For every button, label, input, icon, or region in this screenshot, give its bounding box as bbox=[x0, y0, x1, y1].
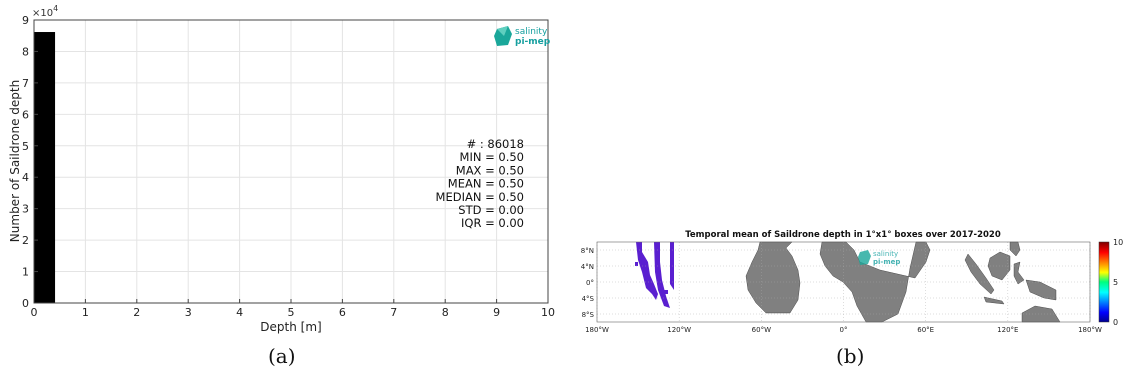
y-tick-label: 2 bbox=[22, 234, 29, 247]
y-tick-label: 4 bbox=[22, 171, 29, 184]
x-tick-label: 1 bbox=[82, 306, 89, 319]
coverage-block bbox=[636, 242, 658, 300]
map-y-tick-label: 0° bbox=[586, 279, 594, 287]
stat-line: MEAN = 0.50 bbox=[448, 177, 524, 191]
salinity-pimep-logo: salinity pi-mep bbox=[494, 26, 551, 47]
map-x-tick-label: 60°W bbox=[752, 326, 771, 334]
histogram-bars bbox=[33, 32, 56, 304]
y-tick-label: 7 bbox=[22, 77, 29, 90]
logo-text-salinity: salinity bbox=[515, 27, 548, 37]
map-y-tick-label: 8°S bbox=[582, 311, 595, 319]
histogram-y-ticks: 0 1 2 3 4 5 6 7 8 9 bbox=[22, 14, 38, 310]
histogram-bar bbox=[33, 32, 56, 304]
stat-line: MEDIAN = 0.50 bbox=[436, 190, 524, 204]
coverage-block bbox=[635, 262, 638, 266]
logo-text-pimep: pi-mep bbox=[515, 37, 551, 47]
stat-line: # : 86018 bbox=[467, 137, 524, 151]
land-java bbox=[983, 296, 1005, 305]
x-tick-label: 6 bbox=[339, 306, 346, 319]
stat-line: MAX = 0.50 bbox=[456, 163, 524, 177]
y-tick-label: 1 bbox=[22, 266, 29, 279]
map-panel: Temporal mean of Saildrone depth in 1°x1… bbox=[560, 0, 1128, 378]
land-sulawesi bbox=[1013, 261, 1025, 285]
map-y-tick-label: 4°N bbox=[581, 263, 594, 271]
x-tick-label: 9 bbox=[493, 306, 500, 319]
land-new-guinea bbox=[1025, 279, 1057, 301]
x-tick-label: 3 bbox=[185, 306, 192, 319]
x-tick-label: 7 bbox=[390, 306, 397, 319]
colorbar-tick-label: 10 bbox=[1113, 238, 1123, 247]
y-tick-label: 0 bbox=[22, 297, 29, 310]
map-logo: salinity pi-mep bbox=[858, 250, 900, 266]
x-tick-label: 2 bbox=[133, 306, 140, 319]
map-x-tick-label: 0° bbox=[840, 326, 848, 334]
y-axis-label: Number of Saildrone depth bbox=[8, 80, 22, 242]
map-x-tick-label: 120°W bbox=[667, 326, 691, 334]
x-tick-label: 8 bbox=[442, 306, 449, 319]
y-tick-label: 3 bbox=[22, 203, 29, 216]
map-x-tick-label: 60°E bbox=[917, 326, 934, 334]
land-sumatra bbox=[964, 253, 995, 295]
x-axis-label: Depth [m] bbox=[260, 320, 321, 334]
map-x-tick-label: 120°E bbox=[997, 326, 1018, 334]
map-logo-text-salinity: salinity bbox=[873, 250, 898, 258]
x-tick-label: 10 bbox=[541, 306, 555, 319]
map-logo-text-pimep: pi-mep bbox=[873, 258, 900, 266]
coverage-block bbox=[654, 242, 670, 308]
histogram-panel: 0 1 2 3 4 5 6 7 8 9 10 0 1 2 3 4 5 6 7 8 9 ×104 Depth [m] N… bbox=[0, 0, 560, 378]
stat-line: STD = 0.00 bbox=[458, 203, 524, 217]
stat-line: MIN = 0.50 bbox=[460, 150, 524, 164]
colorbar: 10 5 0 bbox=[1098, 238, 1123, 327]
coverage-block bbox=[662, 290, 668, 294]
colorbar-ticks: 10 5 0 bbox=[1113, 238, 1123, 327]
map-y-ticks: 8°N 4°N 0° 4°S 8°S bbox=[581, 247, 595, 319]
stat-line: IQR = 0.00 bbox=[461, 216, 524, 230]
caption-b: (b) bbox=[836, 344, 865, 368]
land-central-america bbox=[745, 241, 801, 314]
colorbar-gradient bbox=[1098, 241, 1110, 323]
map-y-tick-label: 8°N bbox=[581, 247, 594, 255]
colorbar-tick-label: 0 bbox=[1113, 318, 1118, 327]
x-tick-label: 4 bbox=[236, 306, 243, 319]
histogram-chart: 0 1 2 3 4 5 6 7 8 9 10 0 1 2 3 4 5 6 7 8 9 ×104 Depth [m] N… bbox=[8, 4, 555, 334]
map-title: Temporal mean of Saildrone depth in 1°x1… bbox=[685, 230, 1001, 240]
x-tick-label: 0 bbox=[31, 306, 38, 319]
map-y-tick-label: 4°S bbox=[582, 295, 595, 303]
y-multiplier: ×104 bbox=[32, 4, 58, 19]
map-chart: Temporal mean of Saildrone depth in 1°x1… bbox=[581, 230, 1123, 334]
y-tick-label: 5 bbox=[22, 140, 29, 153]
y-tick-label: 6 bbox=[22, 108, 29, 121]
caption-a: (a) bbox=[268, 344, 296, 368]
map-x-tick-label: 180°W bbox=[1078, 326, 1102, 334]
x-tick-label: 5 bbox=[288, 306, 295, 319]
y-tick-label: 8 bbox=[22, 45, 29, 58]
map-frame bbox=[596, 241, 1091, 323]
histogram-x-ticks: 0 1 2 3 4 5 6 7 8 9 10 bbox=[31, 299, 555, 319]
colorbar-tick-label: 5 bbox=[1113, 278, 1118, 287]
map-x-ticks: 180°W 120°W 60°W 0° 60°E 120°E 180°W bbox=[585, 326, 1102, 334]
y-tick-label: 9 bbox=[22, 14, 29, 27]
map-x-tick-label: 180°W bbox=[585, 326, 609, 334]
